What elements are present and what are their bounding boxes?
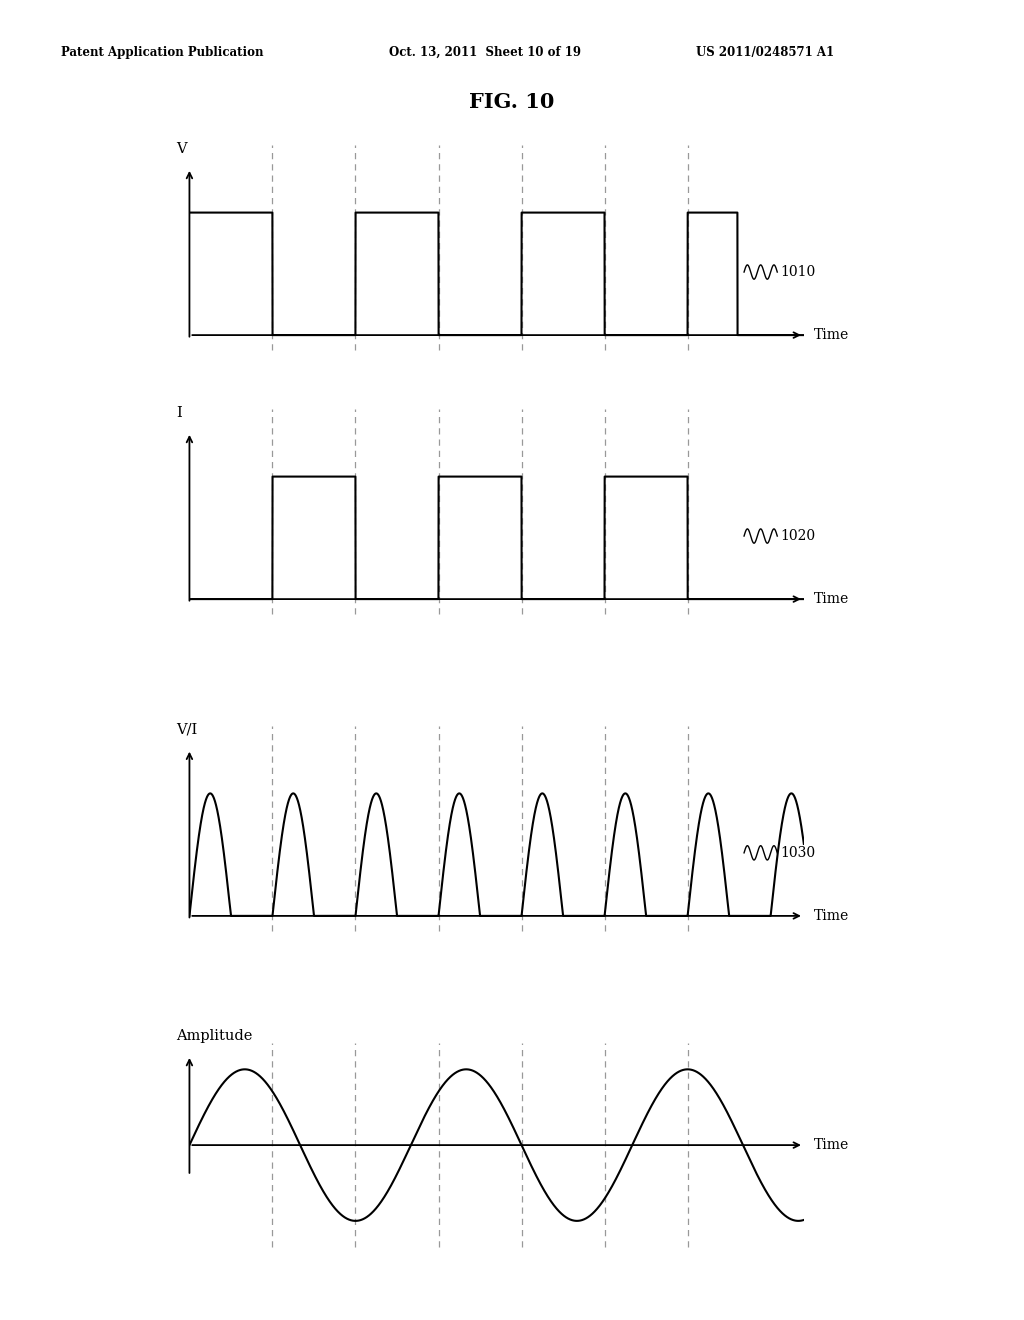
Text: FIG. 10: FIG. 10 <box>469 92 555 112</box>
Text: Time: Time <box>814 329 849 342</box>
Text: Time: Time <box>814 1138 849 1152</box>
Text: Time: Time <box>814 909 849 923</box>
Text: Amplitude: Amplitude <box>176 1028 253 1043</box>
Text: Time: Time <box>814 593 849 606</box>
Text: 1010: 1010 <box>780 265 816 279</box>
Text: 1020: 1020 <box>780 529 816 543</box>
Text: 1030: 1030 <box>780 846 816 859</box>
Text: US 2011/0248571 A1: US 2011/0248571 A1 <box>696 46 835 59</box>
Text: V/I: V/I <box>176 722 198 737</box>
Text: Patent Application Publication: Patent Application Publication <box>61 46 264 59</box>
Text: I: I <box>176 405 182 420</box>
Text: Oct. 13, 2011  Sheet 10 of 19: Oct. 13, 2011 Sheet 10 of 19 <box>389 46 582 59</box>
Text: V: V <box>176 141 186 156</box>
